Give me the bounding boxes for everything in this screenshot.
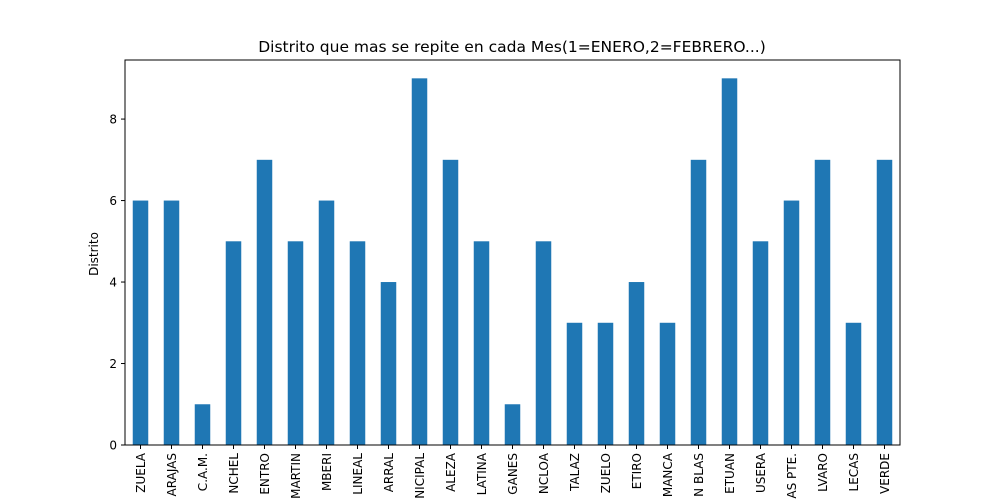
bar-14	[535, 241, 552, 445]
y-tick-label-0: 0	[109, 439, 117, 453]
bar-16	[597, 322, 614, 445]
x-tick-label-3: C.A.M.	[196, 453, 210, 491]
x-tick-label-2: ARAJAS	[165, 453, 179, 496]
x-tick-label-7: MBERI	[320, 453, 334, 491]
y-tick-label-4: 4	[109, 276, 117, 290]
x-tick-label-1: ZUELA	[134, 452, 148, 493]
x-tick-label-18: MANCA	[661, 452, 675, 497]
x-tick-label-19: N BLAS	[692, 453, 706, 497]
bar-23	[814, 159, 831, 445]
x-tick-label-24: LECAS	[847, 453, 861, 491]
bar-19	[690, 159, 707, 445]
x-tick-label-14: NCLOA	[537, 452, 551, 494]
x-tick-label-4: NCHEL	[227, 453, 241, 494]
bar-18	[659, 322, 676, 445]
y-tick-label-6: 6	[109, 194, 117, 208]
y-tick-label-2: 2	[109, 357, 117, 371]
x-tick-label-25: VERDE	[878, 453, 892, 494]
x-tick-label-23: LVARO	[816, 453, 830, 492]
x-tick-label-22: AS PTE.	[785, 453, 799, 499]
bar-21	[752, 241, 769, 445]
bar-5	[256, 159, 273, 445]
bar-9	[380, 282, 397, 445]
bar-4	[225, 241, 242, 445]
x-tick-label-10: NICIPAL	[413, 453, 427, 499]
x-tick-label-11: ALEZA	[444, 452, 458, 492]
bar-1	[132, 200, 149, 445]
x-tick-label-6: MARTIN	[289, 453, 303, 499]
plot-area: ZUELA ARAJAS C.A.M. NCHEL ENTRO MARTIN MBERI LI…	[109, 59, 901, 499]
x-tick-label-16: ZUELO	[599, 453, 613, 493]
bar-10	[411, 78, 428, 445]
bar-3	[194, 404, 211, 445]
x-tick-label-5: ENTRO	[258, 453, 272, 495]
x-tick-label-17: ETIRO	[630, 453, 644, 489]
x-tick-label-21: USERA	[754, 452, 768, 493]
bar-24	[845, 322, 862, 445]
bar-17	[628, 282, 645, 445]
x-tick-label-13: GANES	[506, 453, 520, 495]
bar-15	[566, 322, 583, 445]
bar-25	[876, 159, 893, 445]
bar-6	[287, 241, 304, 445]
x-tick-label-8: LINEAL	[351, 453, 365, 495]
bar-11	[442, 159, 459, 445]
bar-20	[721, 78, 738, 445]
bar-8	[349, 241, 366, 445]
x-tick-label-15: TALAZ	[568, 453, 582, 492]
y-tick-label-8: 8	[109, 113, 117, 127]
y-axis-label: Distrito	[87, 232, 101, 276]
bar-12	[473, 241, 490, 445]
chart-title: Distrito que mas se repite en cada Mes(1…	[258, 38, 766, 56]
bar-13	[504, 404, 521, 445]
bar-22	[783, 200, 800, 445]
axes-frame	[124, 59, 901, 446]
x-tick-label-12: LATINA	[475, 452, 489, 495]
x-tick-labels: ZUELA ARAJAS C.A.M. NCHEL ENTRO MARTIN MBERI LI…	[134, 452, 892, 499]
x-tick-label-20: ETUAN	[723, 453, 737, 494]
x-tick-label-9: ARRAL	[382, 453, 396, 493]
bar-7	[318, 200, 335, 445]
bar-2	[163, 200, 180, 445]
